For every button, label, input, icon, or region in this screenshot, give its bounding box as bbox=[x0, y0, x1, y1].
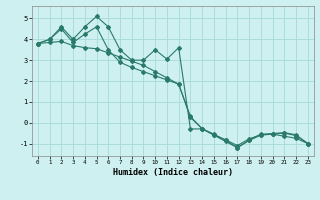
X-axis label: Humidex (Indice chaleur): Humidex (Indice chaleur) bbox=[113, 168, 233, 177]
